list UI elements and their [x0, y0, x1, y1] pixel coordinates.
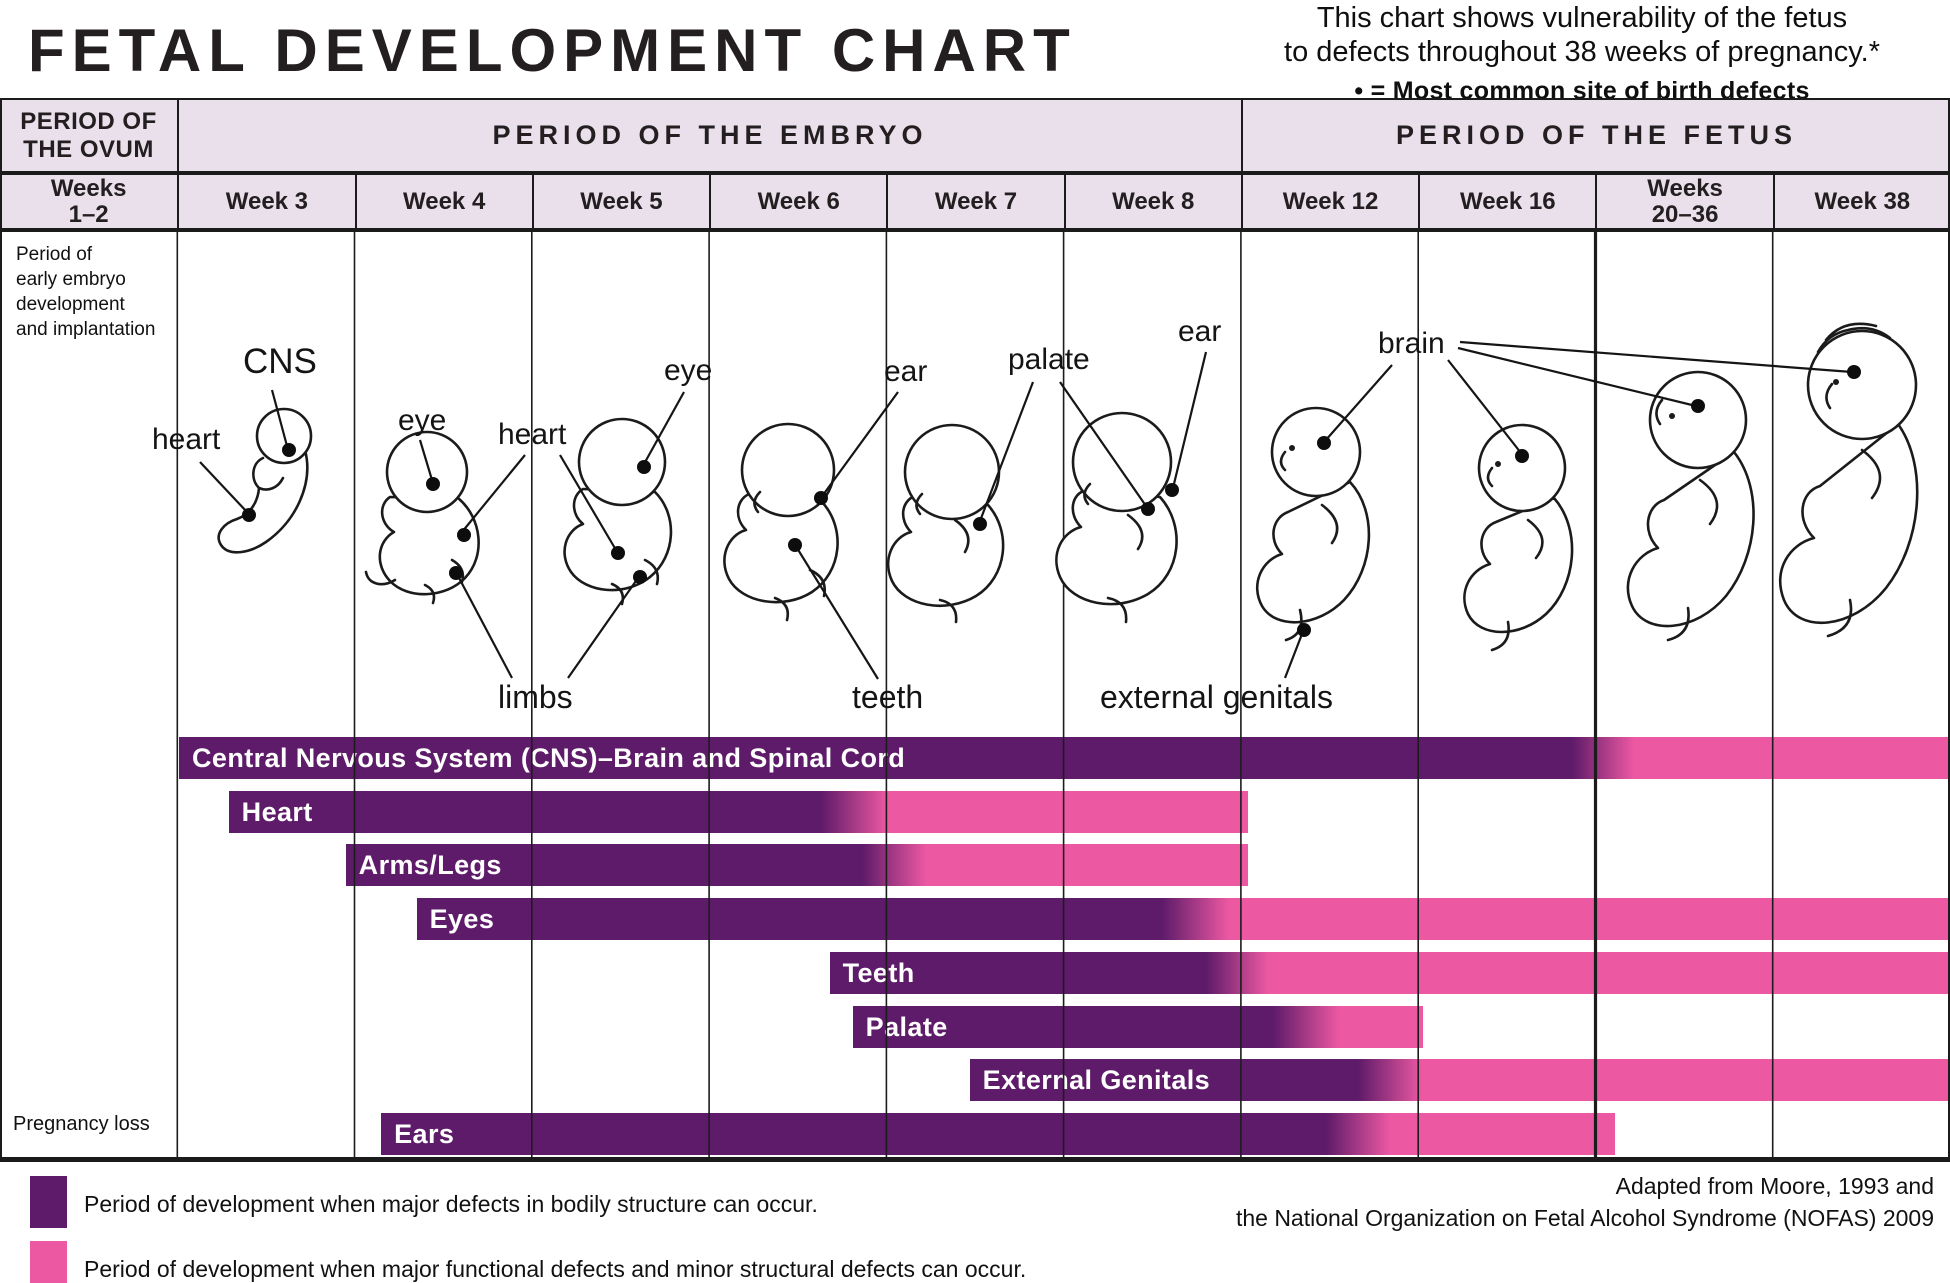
gantt-bar-label: Arms/Legs	[358, 850, 502, 881]
anatomy-label-eye-wk4: eye	[398, 404, 447, 437]
embryo-drawing-week-4	[364, 430, 480, 605]
fetus-drawing-week-16	[1463, 423, 1574, 652]
week-header-cell-8: Week 16	[1418, 175, 1596, 228]
gantt-bar-label: Heart	[241, 796, 313, 827]
attribution: Adapted from Moore, 1993 and the Nationa…	[1114, 1170, 1934, 1234]
gantt-bar-teeth: Teeth	[829, 951, 1950, 994]
embryo-drawing-week-5	[563, 417, 673, 606]
anatomy-label-teeth: teeth	[852, 679, 924, 715]
anatomy-label-limbs: limbs	[498, 679, 573, 715]
gantt-bar-label: Palate	[865, 1011, 948, 1042]
week-header-cell-2: Week 4	[354, 175, 532, 228]
header-period-embryo: PERIOD OF THE EMBRYO	[177, 100, 1241, 171]
embryo-drawing-week-6	[723, 422, 839, 622]
gantt-bar-arms-legs: Arms/Legs	[345, 844, 1248, 887]
legend-label-structural: Period of development when major defects…	[84, 1191, 818, 1217]
embryo-drawing-week-3	[217, 407, 313, 554]
week-header-cell-9: Weeks 20–36	[1595, 175, 1773, 228]
gantt-bar-eyes: Eyes	[416, 898, 1950, 941]
week-header-cell-4: Week 6	[709, 175, 887, 228]
header-period-ovum: PERIOD OF THE OVUM	[0, 100, 177, 171]
table-right-border	[1948, 98, 1950, 1162]
anatomy-label-heart-wk3: heart	[152, 423, 221, 456]
header-divider	[0, 171, 1950, 175]
gantt-bar-palate: Palate	[852, 1005, 1424, 1048]
gantt-bar-heart: Heart	[228, 790, 1248, 833]
embryo-drawing-week-8	[1055, 411, 1178, 624]
gantt-bar-central-nervous-system-cns-brain-and-spinal-cord: Central Nervous System (CNS)–Brain and S…	[179, 737, 1950, 779]
legend-swatch-functional	[30, 1241, 67, 1283]
week-header-cell-10: Week 38	[1772, 175, 1950, 228]
week-header-cell-0: Weeks 1–2	[0, 175, 178, 228]
legend-label-functional: Period of development when major functio…	[84, 1256, 1027, 1282]
fetus-drawing-week-12	[1256, 406, 1371, 642]
anatomy-label-ear-wk8: ear	[1178, 315, 1222, 348]
label-pointer-lines	[199, 340, 1853, 680]
week-header-cell-1: Week 3	[177, 175, 355, 228]
table-top-border	[0, 98, 1950, 100]
anatomy-label-ear-wk6: ear	[884, 355, 928, 388]
side-note-pregnancy-loss: Pregnancy loss	[13, 1113, 150, 1135]
chart-note-line2: to defects throughout 38 weeks of pregna…	[1284, 35, 1880, 68]
gantt-bar-external-genitals: External Genitals	[969, 1059, 1950, 1102]
gantt-bar-ears: Ears	[381, 1112, 1615, 1155]
header-period-fetus: PERIOD OF THE FETUS	[1241, 100, 1950, 171]
table-left-border	[0, 98, 2, 1162]
anatomy-label-heart-wk5: heart	[498, 418, 567, 451]
anatomy-label-external-genitals: external genitals	[1100, 679, 1334, 715]
gantt-bar-label: Eyes	[429, 904, 495, 935]
week-header-cell-5: Week 7	[886, 175, 1064, 228]
column-gridlines	[176, 232, 1774, 1157]
gantt-bar-label: External Genitals	[982, 1065, 1211, 1096]
fetus-drawing-weeks-20-36	[1626, 370, 1755, 642]
legend-swatch-structural	[30, 1176, 67, 1228]
attribution-line2: the National Organization on Fetal Alcoh…	[1235, 1205, 1934, 1232]
side-note-early-embryo: Period of early embryo development and i…	[16, 244, 156, 341]
attribution-line1: Adapted from Moore, 1993 and	[1615, 1173, 1934, 1199]
gantt-bar-label: Central Nervous System (CNS)–Brain and S…	[192, 743, 906, 773]
gantt-bar-label: Ears	[394, 1118, 455, 1149]
gantt-bar-label: Teeth	[842, 957, 915, 988]
anatomy-label-palate: palate	[1008, 343, 1090, 376]
week-header-cell-7: Week 12	[1240, 175, 1419, 228]
week-row-divider	[0, 228, 1950, 232]
week-header-cell-3: Week 5	[531, 175, 710, 228]
page-title: FETAL DEVELOPMENT CHART	[28, 17, 1077, 84]
fetus-drawing-week-38	[1778, 322, 1919, 638]
week-header-cell-6: Week 8	[1063, 175, 1241, 228]
anatomy-label-eye-wk5: eye	[664, 354, 713, 387]
table-bottom-border	[0, 1157, 1950, 1162]
chart-note-line1: This chart shows vulnerability of the fe…	[1316, 2, 1848, 34]
defect-site-dots	[242, 365, 1861, 637]
anatomy-label-brain: brain	[1378, 327, 1445, 360]
anatomy-label-cns: CNS	[243, 342, 317, 381]
